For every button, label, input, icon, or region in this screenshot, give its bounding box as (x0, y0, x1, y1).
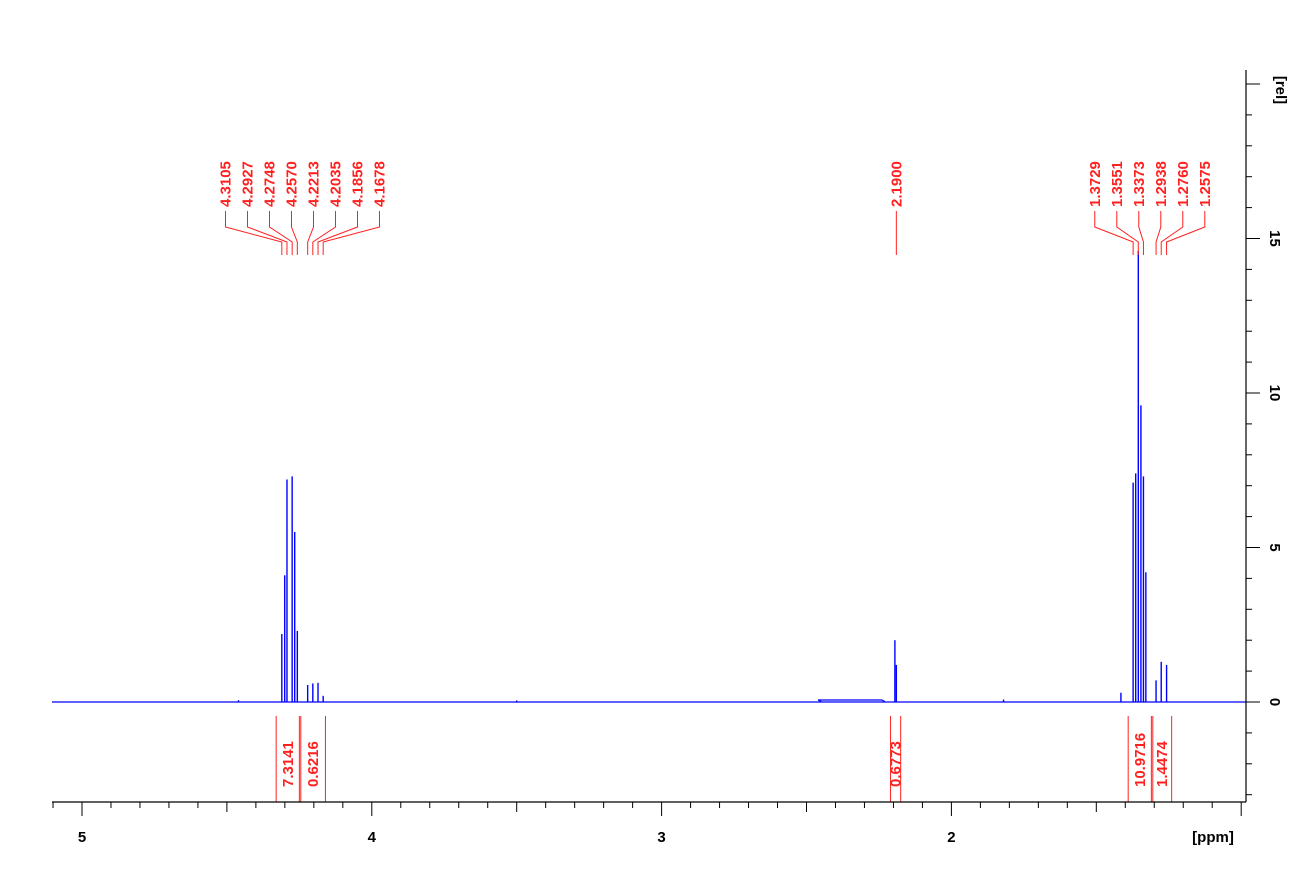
spectrum-layer (52, 250, 1246, 703)
y-tick-label: 0 (1266, 698, 1283, 706)
peak-leader-line (1138, 211, 1144, 255)
y-axis: 0 5 10 15 (1245, 70, 1283, 802)
peak-label: 4.3105 (217, 161, 234, 207)
peak-label: 1.3551 (1109, 161, 1126, 207)
peak-label: 4.1678 (371, 161, 388, 207)
integral-label: 0.6216 (305, 741, 322, 787)
x-tick-label: 3 (657, 829, 665, 846)
peak-label: 1.2760 (1175, 161, 1192, 207)
peak-label: 1.3729 (1087, 161, 1104, 207)
peak-leader-line (1160, 211, 1184, 255)
y-tick-label: 15 (1266, 230, 1283, 247)
y-tick-label: 5 (1266, 543, 1283, 551)
spectrum-hump (817, 699, 886, 703)
peak-label: 1.2575 (1197, 161, 1214, 207)
peak-leader-line (290, 211, 298, 255)
y-tick-label: 10 (1266, 385, 1283, 402)
peak-leader-line (1116, 211, 1139, 255)
peak-leader-line (317, 211, 358, 255)
peak-label: 4.2748 (261, 161, 278, 207)
peak-leader-line (322, 211, 380, 255)
integral-label: 0.6773 (888, 741, 905, 787)
x-tick-label: 2 (947, 829, 955, 846)
peak-leader-line (307, 211, 314, 255)
peak-label: 1.3373 (1131, 161, 1148, 207)
x-axis: 5 4 3 2 (52, 801, 1246, 846)
peak-leader-line (224, 211, 283, 255)
y-axis-label: [rel] (1272, 76, 1289, 104)
peak-label: 4.2927 (239, 161, 256, 207)
peak-leader-line (268, 211, 293, 255)
peak-label: 1.2938 (1153, 161, 1170, 207)
x-tick-label: 5 (78, 829, 86, 846)
peak-label: 2.1900 (888, 161, 905, 207)
peak-leader-line (1155, 211, 1162, 255)
peak-label: 4.2035 (327, 161, 344, 207)
peak-label: 4.2570 (283, 161, 300, 207)
peak-label: 4.1856 (349, 161, 366, 207)
peak-label: 4.2213 (305, 161, 322, 207)
peak-leader-line (246, 211, 288, 255)
x-tick-label: 4 (368, 829, 377, 846)
peak-label-layer: 4.3105 4.2927 4.2748 4.2570 4.2213 4.2035 4.18… (217, 161, 1214, 255)
integral-label: 10.9716 (1132, 733, 1149, 787)
peak-leader-line (1094, 211, 1134, 255)
integral-label: 7.3141 (280, 741, 297, 787)
x-axis-label: [ppm] (1192, 829, 1234, 846)
integral-label: 1.4474 (1154, 740, 1171, 787)
peak-leader-line (1166, 211, 1206, 255)
peak-leader-line (312, 211, 336, 255)
integral-layer: 7.3141 0.6216 0.6773 10.9716 1.4474 (275, 716, 1173, 803)
